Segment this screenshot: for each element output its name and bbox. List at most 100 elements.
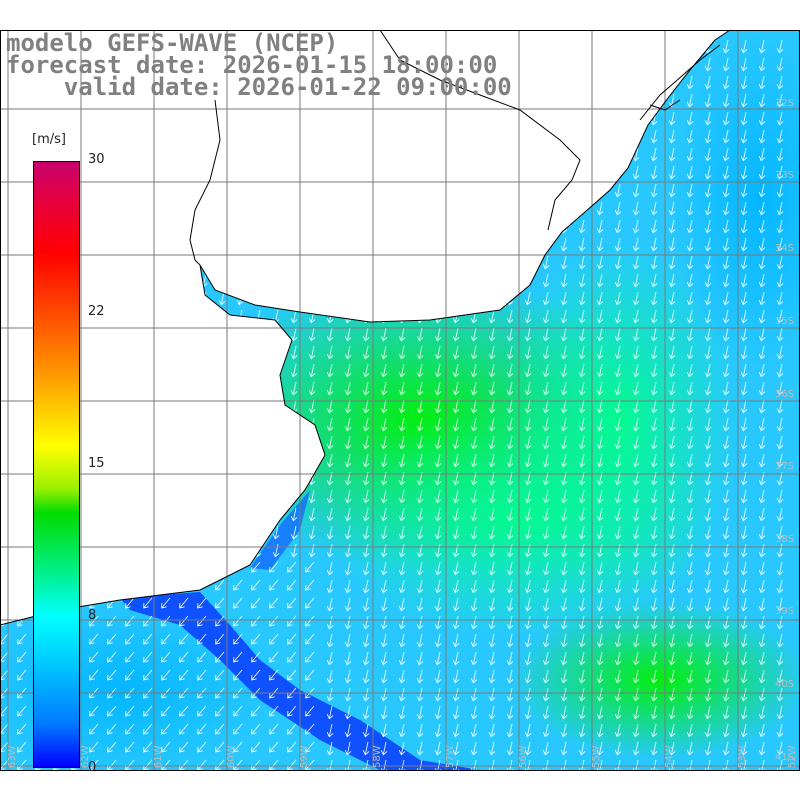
wind-arrow (470, 543, 478, 558)
wind-arrow (17, 759, 27, 770)
wind-arrow (506, 525, 514, 540)
wind-arrow (89, 759, 99, 770)
wind-arrow (722, 525, 730, 540)
wind-arrow (704, 633, 712, 648)
wind-arrow (143, 669, 153, 681)
wind-arrow (758, 489, 766, 504)
wind-arrow (326, 597, 334, 612)
wind-arrow (434, 705, 442, 720)
wind-arrow (197, 741, 207, 753)
lon-label: 63W (7, 745, 18, 768)
wind-arrow (578, 255, 586, 270)
lat-label: 35S (775, 316, 794, 327)
wind-arrow (686, 453, 694, 468)
wind-arrow (17, 741, 27, 753)
wind-arrow (758, 507, 766, 522)
wind-arrow (197, 633, 207, 645)
wind-arrow (326, 669, 334, 684)
wind-arrow (398, 705, 406, 720)
wind-arrow (578, 219, 586, 234)
wind-arrow (632, 723, 640, 738)
wind-arrow (287, 561, 297, 573)
wind-arrow (650, 579, 658, 594)
wind-arrow (776, 399, 784, 414)
wind-arrow (524, 525, 532, 540)
wind-arrow (344, 453, 352, 468)
wind-arrow (506, 399, 514, 414)
wind-arrow (308, 507, 316, 522)
wind-arrow (776, 147, 784, 162)
wind-arrow (668, 363, 676, 378)
wind-arrow (89, 615, 99, 627)
wind-arrow (740, 543, 748, 558)
wind-arrow (488, 669, 496, 684)
wind-arrow (596, 201, 604, 216)
wind-arrow (740, 705, 748, 720)
wind-arrow (488, 543, 496, 558)
wind-arrow (668, 543, 676, 558)
wind-arrow (704, 705, 712, 720)
wind-arrow (686, 651, 694, 666)
wind-arrow (344, 633, 352, 648)
wind-arrow (416, 543, 424, 558)
lat-label: 39S (775, 606, 794, 617)
wind-arrow (560, 579, 568, 594)
wind-arrow (686, 147, 694, 162)
wind-arrow (380, 687, 388, 702)
wind-arrow (740, 183, 748, 198)
wind-arrow (161, 705, 171, 717)
wind-arrow (722, 597, 730, 612)
wind-arrow (0, 723, 9, 735)
wind-arrow (704, 417, 712, 432)
wind-arrow (215, 597, 225, 609)
wind-arrow (143, 615, 153, 627)
wind-arrow (740, 381, 748, 396)
wind-arrow (326, 345, 334, 360)
wind-arrow (704, 93, 712, 108)
wind-arrow (596, 669, 604, 684)
wind-arrow (632, 291, 640, 306)
wind-arrow (434, 507, 442, 522)
wind-arrow (380, 723, 388, 738)
wind-arrow (578, 525, 586, 540)
lon-label: 57W (445, 745, 456, 768)
wind-arrow (0, 759, 9, 770)
wind-arrow (125, 669, 135, 681)
wind-arrow (542, 507, 550, 522)
wind-arrow (596, 615, 604, 630)
wind-arrow (326, 651, 334, 666)
wind-arrow (632, 543, 640, 558)
wind-arrow (686, 327, 694, 342)
wind-arrow (578, 435, 586, 450)
wind-arrow (125, 705, 135, 717)
wind-arrow (560, 723, 568, 738)
wind-arrow (452, 723, 460, 738)
wind-arrow (758, 129, 766, 144)
wind-arrow (269, 651, 279, 663)
wind-arrow (506, 615, 514, 630)
wind-arrow (344, 723, 352, 738)
wind-arrow (650, 651, 658, 666)
wind-arrow (362, 597, 370, 612)
wind-arrow (326, 705, 334, 720)
wind-arrow (290, 381, 298, 396)
wind-arrow (740, 615, 748, 630)
wind-arrow (758, 273, 766, 288)
wind-arrow (596, 561, 604, 576)
wind-arrow (416, 741, 424, 756)
wind-arrow (650, 417, 658, 432)
wind-arrow (344, 345, 352, 360)
wind-arrow (632, 669, 640, 684)
wind-arrow (758, 111, 766, 126)
wind-arrow (434, 669, 442, 684)
model-title: modelo GEFS-WAVE (NCEP) (6, 29, 339, 57)
wind-arrow (578, 687, 586, 702)
wind-arrow (740, 507, 748, 522)
wind-arrow (233, 579, 243, 591)
lon-label: 60W (226, 745, 237, 768)
wind-arrow (596, 255, 604, 270)
wind-arrow (269, 741, 279, 753)
wind-arrow (758, 327, 766, 342)
wind-arrow (506, 453, 514, 468)
